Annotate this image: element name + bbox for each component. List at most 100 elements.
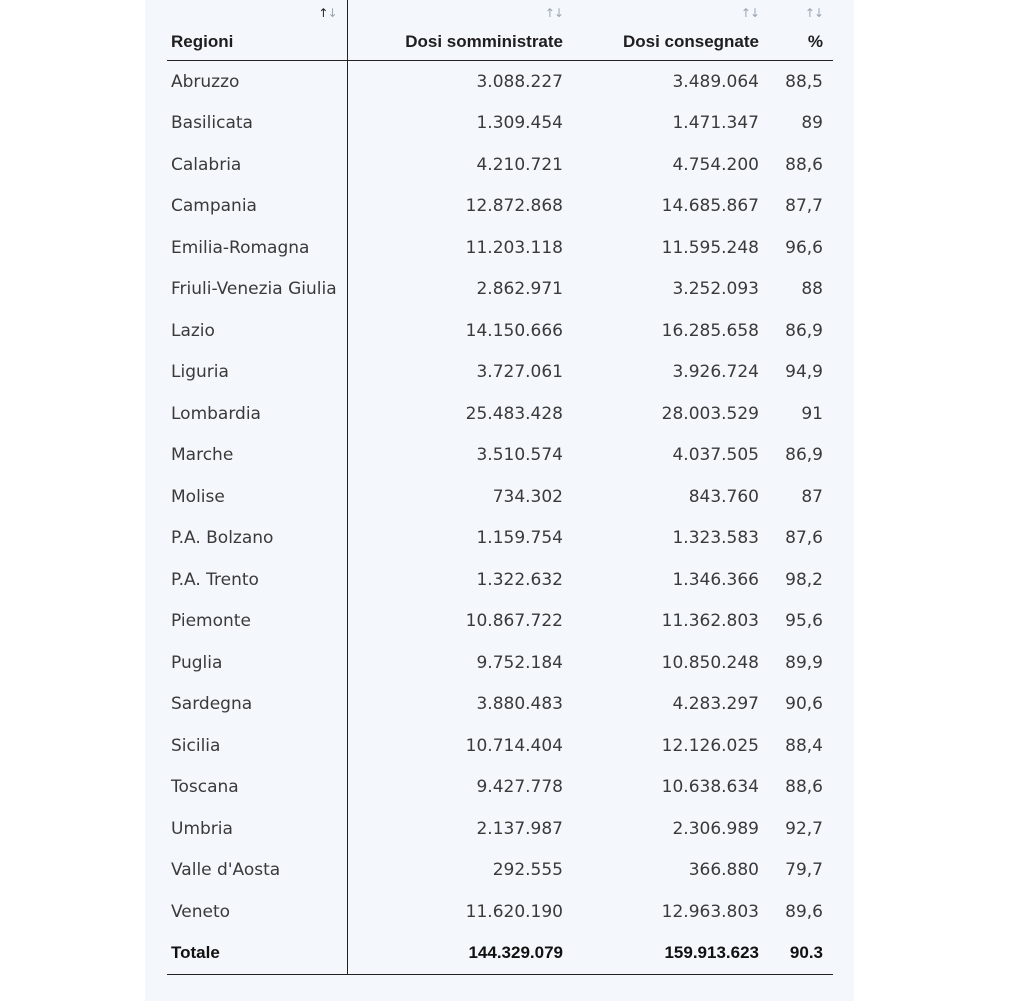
table-row: Piemonte 10.867.722 11.362.803 95,6 — [167, 600, 833, 642]
consegnate-cell: 843.760 — [688, 486, 759, 507]
percent-cell: 89 — [801, 113, 823, 134]
table-row: Campania 12.872.868 14.685.867 87,7 — [167, 185, 833, 227]
somministrate-cell: 3.880.483 — [476, 694, 563, 715]
region-cell: P.A. Bolzano — [167, 517, 348, 559]
region-cell: Abruzzo — [167, 60, 348, 103]
somministrate-cell: 25.483.428 — [465, 403, 563, 424]
consegnate-cell: 3.489.064 — [672, 71, 759, 92]
consegnate-cell: 10.850.248 — [661, 652, 759, 673]
sort-icon[interactable]: ↑↓ — [740, 6, 760, 20]
table-row: P.A. Bolzano 1.159.754 1.323.583 87,6 — [167, 517, 833, 559]
somministrate-cell: 3.510.574 — [476, 445, 563, 466]
sort-icon[interactable]: ↑↓ — [318, 6, 337, 20]
region-cell: Sardegna — [167, 683, 348, 725]
percent-cell: 91 — [801, 403, 823, 424]
table-row: Lombardia 25.483.428 28.003.529 91 — [167, 393, 833, 435]
somministrate-cell: 14.150.666 — [465, 320, 563, 341]
region-cell: Campania — [167, 185, 348, 227]
header-percent[interactable]: % ↑↓ — [769, 0, 833, 61]
consegnate-cell: 2.306.989 — [672, 818, 759, 839]
table-row: Marche 3.510.574 4.037.505 86,9 — [167, 434, 833, 476]
consegnate-cell: 1.346.366 — [672, 569, 759, 590]
table-row: Basilicata 1.309.454 1.471.347 89 — [167, 102, 833, 144]
table-row: Toscana 9.427.778 10.638.634 88,6 — [167, 766, 833, 808]
percent-cell: 88,5 — [785, 71, 823, 92]
somministrate-cell: 10.867.722 — [465, 611, 563, 632]
region-cell: Emilia-Romagna — [167, 227, 348, 269]
table-row: Sardegna 3.880.483 4.283.297 90,6 — [167, 683, 833, 725]
region-cell: Toscana — [167, 766, 348, 808]
table-row: Lazio 14.150.666 16.285.658 86,9 — [167, 310, 833, 352]
region-cell: Lazio — [167, 310, 348, 352]
region-cell: Valle d'Aosta — [167, 849, 348, 891]
table-row: Emilia-Romagna 11.203.118 11.595.248 96,6 — [167, 227, 833, 269]
consegnate-cell: 3.252.093 — [672, 279, 759, 300]
somministrate-cell: 4.210.721 — [476, 154, 563, 175]
somministrate-cell: 9.752.184 — [476, 652, 563, 673]
table-row: Puglia 9.752.184 10.850.248 89,9 — [167, 642, 833, 684]
header-dosi-somministrate[interactable]: Dosi somministrate ↑↓ — [347, 0, 573, 61]
table-row: P.A. Trento 1.322.632 1.346.366 98,2 — [167, 559, 833, 601]
consegnate-cell: 4.283.297 — [672, 694, 759, 715]
table-row: Friuli-Venezia Giulia 2.862.971 3.252.093 8… — [167, 268, 833, 310]
percent-cell: 86,9 — [785, 445, 823, 466]
region-cell: Puglia — [167, 642, 348, 684]
consegnate-cell: 366.880 — [688, 860, 759, 881]
table-row: Veneto 11.620.190 12.963.803 89,6 — [167, 891, 833, 933]
table-row: Liguria 3.727.061 3.926.724 94,9 — [167, 351, 833, 393]
consegnate-cell: 16.285.658 — [661, 320, 759, 341]
somministrate-cell: 9.427.778 — [476, 777, 563, 798]
region-cell: Marche — [167, 434, 348, 476]
table-row: Sicilia 10.714.404 12.126.025 88,4 — [167, 725, 833, 767]
consegnate-cell: 11.362.803 — [661, 611, 759, 632]
consegnate-cell: 1.471.347 — [672, 113, 759, 134]
table-panel: Regioni ↑↓ Dosi somministrate ↑↓ Dosi co… — [145, 0, 854, 1001]
percent-cell: 79,7 — [785, 860, 823, 881]
region-cell: Umbria — [167, 808, 348, 850]
percent-cell: 86,9 — [785, 320, 823, 341]
consegnate-cell: 1.323.583 — [672, 528, 759, 549]
header-dosi-consegnate[interactable]: Dosi consegnate ↑↓ — [573, 0, 769, 61]
percent-cell: 88,6 — [785, 777, 823, 798]
somministrate-cell: 1.159.754 — [476, 528, 563, 549]
percent-cell: 88,6 — [785, 154, 823, 175]
percent-cell: 94,9 — [785, 362, 823, 383]
total-consegnate: 159.913.623 — [573, 932, 769, 975]
vaccine-doses-table: Regioni ↑↓ Dosi somministrate ↑↓ Dosi co… — [167, 0, 833, 975]
header-regioni[interactable]: Regioni ↑↓ — [167, 0, 348, 61]
region-cell: Sicilia — [167, 725, 348, 767]
region-cell: Piemonte — [167, 600, 348, 642]
sort-icon[interactable]: ↑↓ — [544, 6, 564, 20]
percent-cell: 98,2 — [785, 569, 823, 590]
region-cell: Friuli-Venezia Giulia — [167, 268, 348, 310]
consegnate-cell: 12.963.803 — [661, 901, 759, 922]
consegnate-cell: 11.595.248 — [661, 237, 759, 258]
sort-icon[interactable]: ↑↓ — [804, 6, 824, 20]
percent-cell: 90,6 — [785, 694, 823, 715]
region-cell: Lombardia — [167, 393, 348, 435]
percent-cell: 88,4 — [785, 735, 823, 756]
consegnate-cell: 4.037.505 — [672, 445, 759, 466]
consegnate-cell: 4.754.200 — [672, 154, 759, 175]
somministrate-cell: 12.872.868 — [465, 196, 563, 217]
percent-cell: 92,7 — [785, 818, 823, 839]
somministrate-cell: 11.620.190 — [465, 901, 563, 922]
header-consegnate-label: Dosi consegnate — [622, 32, 759, 51]
region-cell: Veneto — [167, 891, 348, 933]
consegnate-cell: 3.926.724 — [672, 362, 759, 383]
somministrate-cell: 1.309.454 — [476, 113, 563, 134]
table-row: Umbria 2.137.987 2.306.989 92,7 — [167, 808, 833, 850]
table-row: Calabria 4.210.721 4.754.200 88,6 — [167, 144, 833, 186]
total-label: Totale — [167, 932, 348, 975]
somministrate-cell: 734.302 — [492, 486, 563, 507]
somministrate-cell: 3.088.227 — [476, 71, 563, 92]
percent-cell: 87 — [801, 486, 823, 507]
region-cell: Calabria — [167, 144, 348, 186]
region-cell: Liguria — [167, 351, 348, 393]
total-row: Totale 144.329.079 159.913.623 90.3 — [167, 932, 833, 975]
somministrate-cell: 10.714.404 — [465, 735, 563, 756]
total-percent: 90.3 — [769, 932, 833, 975]
percent-cell: 95,6 — [785, 611, 823, 632]
somministrate-cell: 1.322.632 — [476, 569, 563, 590]
table-row: Molise 734.302 843.760 87 — [167, 476, 833, 518]
